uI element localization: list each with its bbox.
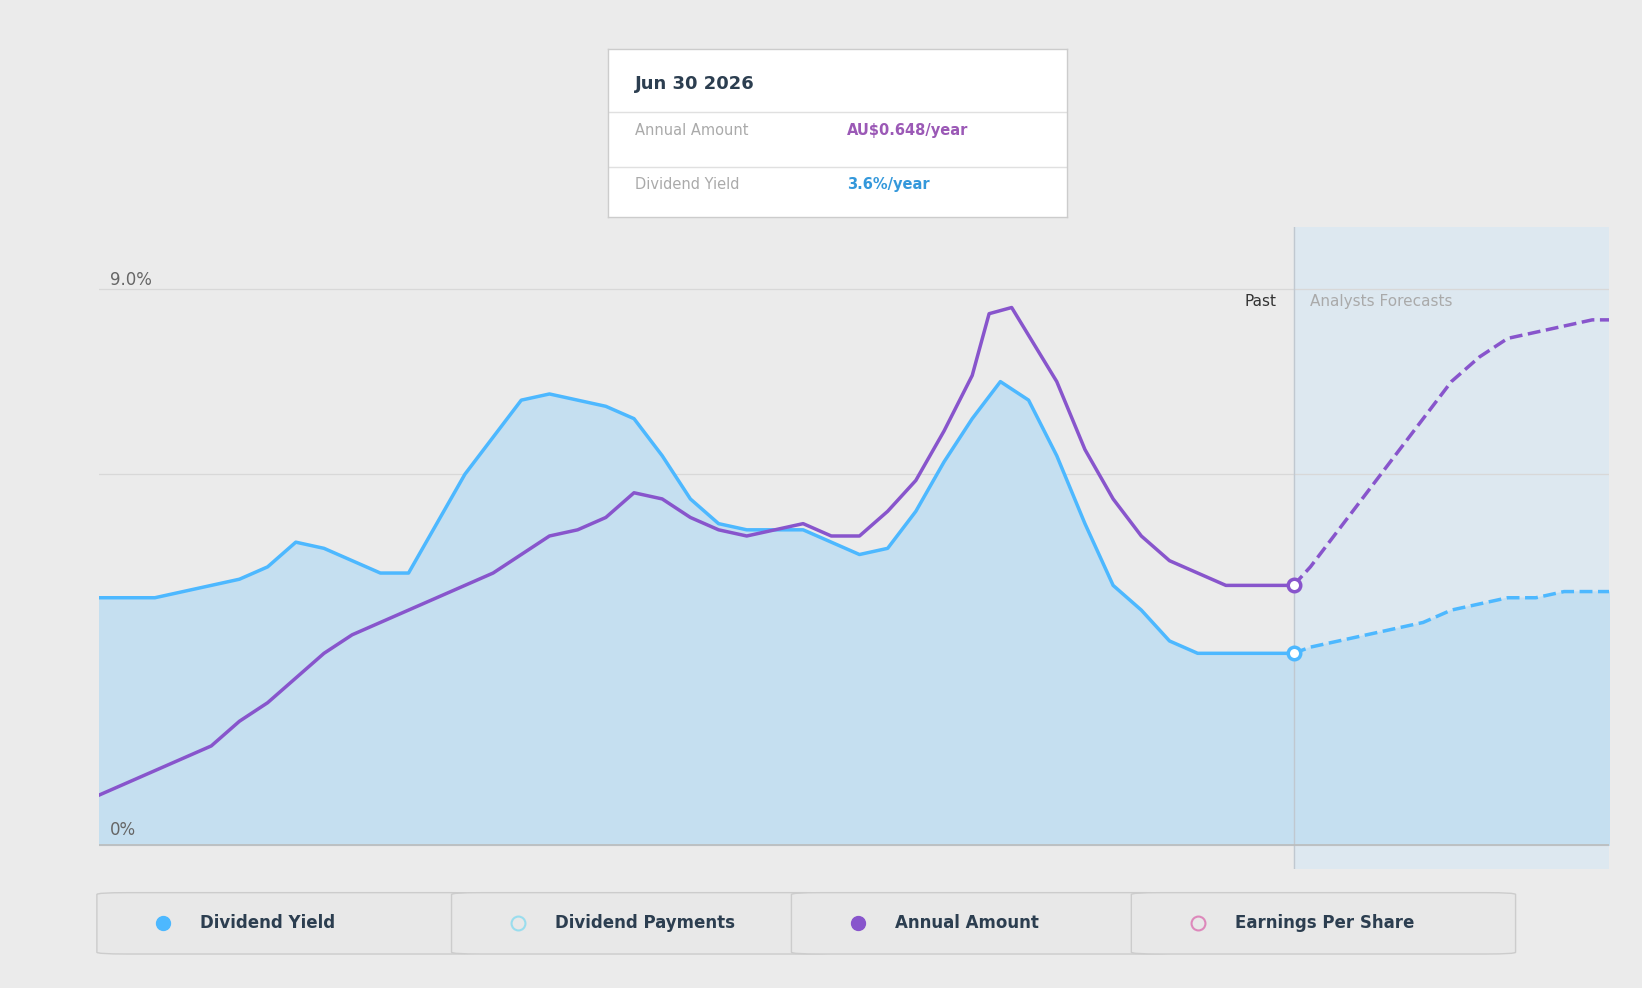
Text: Past: Past <box>1245 293 1276 309</box>
Text: 3.6%/year: 3.6%/year <box>847 177 929 192</box>
Text: Dividend Yield: Dividend Yield <box>200 914 335 933</box>
Text: Annual Amount: Annual Amount <box>895 914 1039 933</box>
Text: Dividend Payments: Dividend Payments <box>555 914 736 933</box>
FancyBboxPatch shape <box>1131 893 1516 954</box>
Text: 0%: 0% <box>110 821 136 839</box>
Text: Dividend Yield: Dividend Yield <box>635 177 739 192</box>
FancyBboxPatch shape <box>97 893 481 954</box>
Text: Annual Amount: Annual Amount <box>635 124 749 138</box>
Bar <box>1294 227 1609 869</box>
Text: Jun 30 2026: Jun 30 2026 <box>635 75 755 93</box>
FancyBboxPatch shape <box>791 893 1176 954</box>
Text: Analysts Forecasts: Analysts Forecasts <box>1310 293 1453 309</box>
Text: 9.0%: 9.0% <box>110 271 151 289</box>
Text: Earnings Per Share: Earnings Per Share <box>1235 914 1414 933</box>
FancyBboxPatch shape <box>452 893 836 954</box>
Text: AU$0.648/year: AU$0.648/year <box>847 124 969 138</box>
